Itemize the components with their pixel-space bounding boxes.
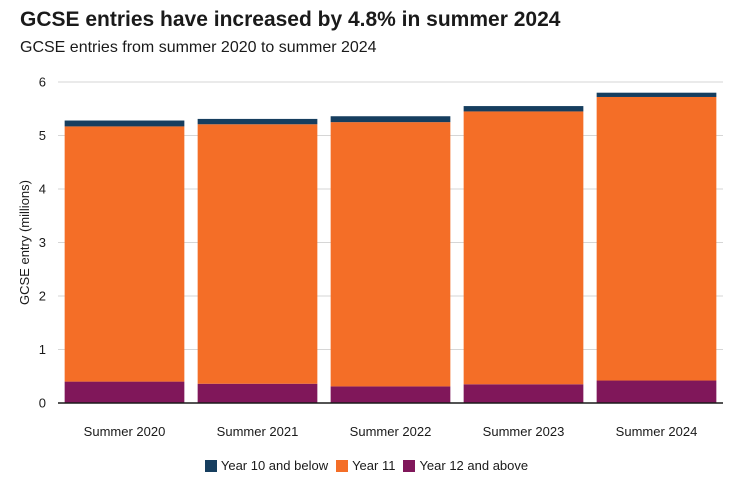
legend-swatch (403, 459, 416, 472)
x-tick-label: Summer 2024 (616, 424, 698, 439)
legend-label: Year 11 (352, 458, 396, 473)
x-tick-label: Summer 2022 (350, 424, 432, 439)
y-tick-label: 5 (39, 128, 46, 143)
bar-year-12-and-above (64, 381, 185, 403)
legend-item: Year 12 and above (403, 458, 528, 473)
y-tick-label: 4 (39, 182, 46, 197)
bar-year-10-and-below (64, 120, 185, 127)
bar-year-10-and-below (463, 106, 584, 112)
legend-swatch (336, 459, 349, 472)
bar-year-12-and-above (463, 384, 584, 403)
legend-item: Year 11 (336, 458, 395, 473)
x-tick-label: Summer 2021 (217, 424, 299, 439)
chart-title: GCSE entries have increased by 4.8% in s… (20, 8, 561, 31)
bar-year-11 (64, 126, 185, 382)
y-tick-label: 3 (39, 235, 46, 250)
y-tick-label: 0 (39, 396, 46, 411)
bar-year-10-and-below (596, 92, 717, 97)
bar-year-11 (463, 111, 584, 385)
bar-year-11 (330, 122, 451, 387)
bar-year-11 (197, 124, 318, 384)
legend-swatch (204, 459, 217, 472)
chart-subtitle: GCSE entries from summer 2020 to summer … (20, 39, 377, 56)
y-tick-label: 2 (39, 289, 46, 304)
y-tick-label: 6 (39, 75, 46, 90)
x-tick-label: Summer 2020 (84, 424, 166, 439)
y-axis-label: GCSE entry (millions) (17, 180, 32, 305)
x-tick-label: Summer 2023 (483, 424, 565, 439)
bar-year-12-and-above (330, 386, 451, 403)
legend-label: Year 12 and above (419, 458, 529, 473)
bar-year-11 (596, 96, 717, 381)
bar-year-10-and-below (330, 116, 451, 123)
bar-year-12-and-above (596, 380, 717, 403)
y-tick-label: 1 (39, 342, 46, 357)
legend-item: Year 10 and below (204, 458, 329, 473)
legend-label: Year 10 and below (220, 458, 329, 473)
bar-year-10-and-below (197, 118, 318, 125)
bar-year-12-and-above (197, 383, 318, 403)
chart-legend: Year 10 and below Year 11 Year 12 and abov… (0, 458, 733, 475)
